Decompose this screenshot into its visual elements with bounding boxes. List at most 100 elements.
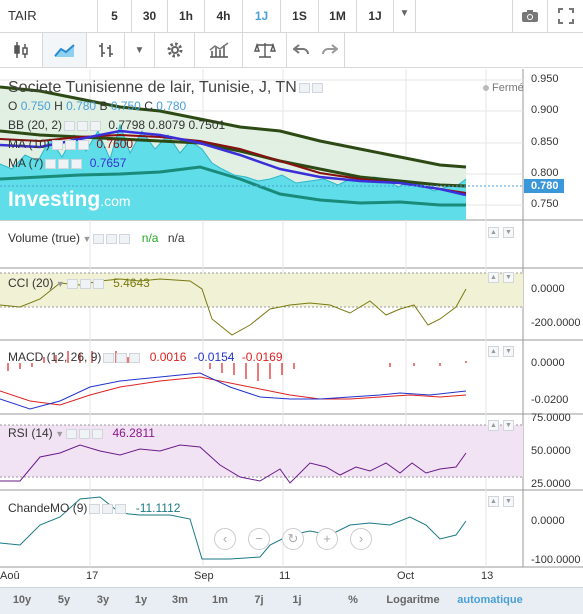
close-icon[interactable] xyxy=(92,278,104,289)
visibility-icon[interactable] xyxy=(45,158,57,169)
ma7-legend: MA (7) 0.7657 xyxy=(8,156,126,170)
tf-1m[interactable]: 1M xyxy=(319,0,357,32)
c-label: C xyxy=(144,99,153,113)
percent-toggle[interactable]: % xyxy=(348,594,358,606)
auto-scale-toggle[interactable]: automatique xyxy=(457,594,523,606)
chart-area[interactable]: Societe Tunisienne de lair, Tunisie, J, … xyxy=(0,69,583,587)
camera-icon[interactable] xyxy=(512,0,548,32)
tf-4h[interactable]: 4h xyxy=(205,0,243,32)
chevron-down-icon[interactable]: ▼ xyxy=(80,234,92,244)
bars-icon[interactable] xyxy=(87,33,125,67)
chart-tools-toolbar: ▼ xyxy=(0,33,583,68)
visibility-icon[interactable] xyxy=(103,352,115,363)
macd-label: MACD (12, 26, 9) xyxy=(8,350,102,364)
visibility-icon[interactable] xyxy=(52,139,64,150)
range-3m[interactable]: 3m xyxy=(172,594,188,606)
zoom-out-button[interactable]: − xyxy=(248,528,270,550)
redo-icon[interactable] xyxy=(315,33,345,67)
move-down-icon[interactable]: ▼ xyxy=(503,227,514,238)
chevron-down-icon[interactable]: ▼ xyxy=(125,33,155,67)
settings-icon[interactable] xyxy=(79,428,91,439)
move-up-icon[interactable]: ▲ xyxy=(488,496,499,507)
close-icon[interactable] xyxy=(129,352,141,363)
chevron-down-icon[interactable]: ▼ xyxy=(53,279,65,289)
move-up-icon[interactable]: ▲ xyxy=(488,272,499,283)
settings-icon[interactable] xyxy=(116,352,128,363)
visibility-icon[interactable] xyxy=(64,120,76,131)
chevron-down-icon[interactable]: ▼ xyxy=(52,429,65,439)
settings-icon[interactable] xyxy=(79,278,91,289)
volume-label: Volume (true) xyxy=(8,231,81,245)
range-1m[interactable]: 1m xyxy=(212,594,228,606)
date-tick: 17 xyxy=(86,570,99,582)
range-10y[interactable]: 10y xyxy=(12,594,32,606)
close-icon[interactable] xyxy=(71,158,83,169)
volume-value-2: n/a xyxy=(167,231,185,245)
cci-tick: -200.0000 xyxy=(531,317,581,329)
settings-icon[interactable] xyxy=(311,82,323,93)
move-down-icon[interactable]: ▼ xyxy=(503,272,514,283)
compare-scale-icon[interactable] xyxy=(243,33,287,67)
visibility-icon[interactable] xyxy=(93,233,105,244)
range-1y[interactable]: 1y xyxy=(134,594,148,606)
chande-legend: ChandeMO (9) -11.1112 xyxy=(8,501,180,515)
fullscreen-icon[interactable] xyxy=(548,0,583,32)
tf-30[interactable]: 30 xyxy=(132,0,168,32)
price-tick: 0.800 xyxy=(531,167,559,179)
range-5y[interactable]: 5y xyxy=(57,594,71,606)
settings-icon[interactable] xyxy=(106,233,118,244)
area-chart-icon[interactable] xyxy=(43,33,87,67)
zoom-in-button[interactable]: + xyxy=(316,528,338,550)
tf-5[interactable]: 5 xyxy=(98,0,132,32)
rsi-value: 46.2811 xyxy=(112,426,155,440)
settings-icon[interactable] xyxy=(102,503,114,514)
range-7j[interactable]: 7j xyxy=(254,594,264,606)
close-icon[interactable] xyxy=(92,428,104,439)
bb-label: BB (20, 2) xyxy=(8,118,63,132)
visibility-icon[interactable] xyxy=(66,428,78,439)
tf-1s[interactable]: 1S xyxy=(281,0,319,32)
reset-button[interactable]: ↻ xyxy=(282,528,304,550)
visibility-icon[interactable] xyxy=(298,82,310,93)
macd-value-2: -0.0154 xyxy=(193,350,235,364)
cci-value: 5.4643 xyxy=(113,276,150,290)
tf-dropdown-value[interactable]: 1J xyxy=(357,0,394,32)
settings-icon[interactable] xyxy=(65,139,77,150)
scroll-left-button[interactable]: ‹ xyxy=(214,528,236,550)
logo-text: Investing xyxy=(8,188,101,211)
rsi-label: RSI (14) xyxy=(8,426,53,440)
move-up-icon[interactable]: ▲ xyxy=(488,420,499,431)
close-icon[interactable] xyxy=(119,233,131,244)
undo-icon[interactable] xyxy=(287,33,315,67)
move-down-icon[interactable]: ▼ xyxy=(503,496,514,507)
ma10-legend: MA (10) 0.7600 xyxy=(8,137,133,151)
rsi-tick: 50.0000 xyxy=(531,445,571,457)
price-tick: 0.750 xyxy=(531,198,559,210)
date-tick: Sep xyxy=(194,570,214,582)
c-value: 0.780 xyxy=(156,99,187,113)
tf-1h[interactable]: 1h xyxy=(168,0,205,32)
candlestick-icon[interactable] xyxy=(0,33,43,67)
range-1j[interactable]: 1j xyxy=(292,594,302,606)
settings-icon[interactable] xyxy=(58,158,70,169)
gear-icon[interactable] xyxy=(155,33,195,67)
tf-1j[interactable]: 1J xyxy=(243,0,281,32)
move-up-icon[interactable]: ▲ xyxy=(488,346,499,357)
close-icon[interactable] xyxy=(90,120,102,131)
move-down-icon[interactable]: ▼ xyxy=(503,420,514,431)
move-down-icon[interactable]: ▼ xyxy=(503,346,514,357)
visibility-icon[interactable] xyxy=(66,278,78,289)
close-icon[interactable] xyxy=(115,503,127,514)
symbol-field[interactable]: TAIR xyxy=(0,0,98,32)
log-toggle[interactable]: Logaritme xyxy=(386,594,440,606)
settings-icon[interactable] xyxy=(77,120,89,131)
visibility-icon[interactable] xyxy=(89,503,101,514)
close-icon[interactable] xyxy=(78,139,90,150)
rsi-tick: 25.0000 xyxy=(531,478,571,490)
move-up-icon[interactable]: ▲ xyxy=(488,227,499,238)
date-tick: 11 xyxy=(279,570,291,582)
chevron-down-icon[interactable]: ▼ xyxy=(394,0,416,32)
scroll-right-button[interactable]: › xyxy=(350,528,372,550)
range-3y[interactable]: 3y xyxy=(96,594,110,606)
indicators-icon[interactable] xyxy=(195,33,243,67)
